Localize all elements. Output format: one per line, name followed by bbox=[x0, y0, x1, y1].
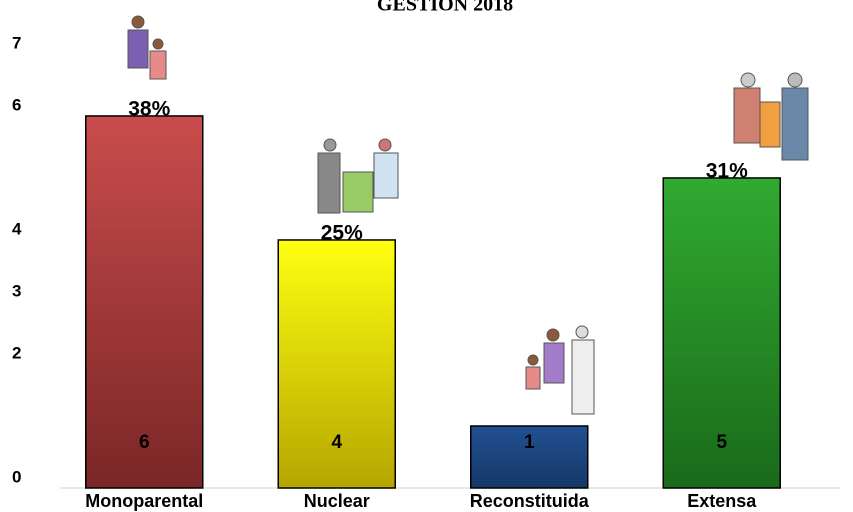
y-tick-label: 7 bbox=[12, 33, 21, 52]
value-label: 1 bbox=[524, 432, 535, 453]
x-tick-label: Monoparental bbox=[85, 491, 203, 511]
y-tick-label: 0 bbox=[12, 467, 21, 486]
x-tick-label: Nuclear bbox=[304, 491, 370, 511]
chart-title: GESTION 2018 bbox=[377, 0, 513, 16]
value-label: 6 bbox=[139, 432, 150, 453]
y-tick-label: 6 bbox=[12, 95, 21, 114]
percent-label: 38% bbox=[128, 98, 170, 121]
y-tick-label: 3 bbox=[12, 281, 21, 300]
y-tick-label: 4 bbox=[12, 219, 22, 238]
x-tick-label: Extensa bbox=[687, 491, 757, 511]
percent-label: 31% bbox=[706, 160, 748, 183]
y-tick-label: 2 bbox=[12, 343, 21, 362]
value-label: 5 bbox=[716, 432, 727, 453]
value-label: 4 bbox=[331, 432, 342, 453]
x-tick-label: Reconstituida bbox=[470, 491, 590, 511]
percent-label: 25% bbox=[321, 222, 363, 245]
